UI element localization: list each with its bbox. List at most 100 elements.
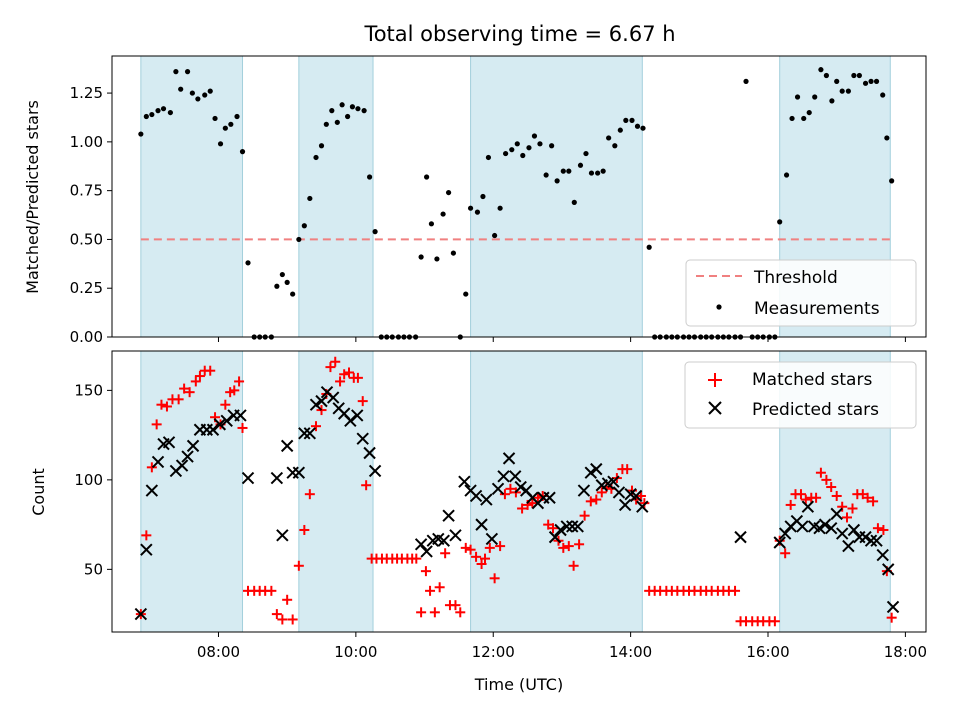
matched-star-point: [277, 614, 288, 625]
predicted-star-point: [458, 475, 471, 488]
matched-star-point: [325, 362, 336, 373]
matched-star-point: [785, 499, 796, 510]
measurement-point: [509, 147, 515, 153]
predicted-star-point: [241, 471, 255, 485]
predicted-star-point: [270, 471, 284, 485]
measurement-point: [612, 143, 618, 149]
matched-star-point: [190, 376, 201, 387]
predicted-star-point: [554, 523, 567, 537]
matched-star-point: [730, 585, 741, 596]
bottom-legend: Matched stars Predicted stars: [684, 361, 917, 429]
predicted-star-point: [847, 523, 861, 537]
predicted-star-point: [420, 545, 433, 558]
figure-title: Total observing time = 6.67 h: [363, 22, 675, 46]
matched-star-point: [465, 544, 476, 555]
bottom-shaded-interval: [298, 350, 374, 633]
measurement-point: [503, 150, 509, 157]
measurement-point: [474, 209, 481, 215]
predicted-star-point: [140, 543, 153, 556]
matched-star-point: [563, 541, 574, 552]
measurement-point: [801, 115, 807, 122]
predicted-star-point: [220, 414, 233, 428]
predicted-star-point: [181, 450, 194, 463]
measurement-point: [189, 90, 195, 96]
predicted-star-point: [326, 391, 340, 404]
matched-star-point: [862, 492, 873, 503]
measurement-point: [485, 154, 492, 161]
measurement-point: [424, 174, 430, 180]
matched-star-point: [585, 496, 596, 507]
measurement-point: [571, 199, 577, 205]
predicted-star-point: [886, 600, 900, 614]
predicted-star-point: [276, 529, 289, 542]
matched-star-point: [579, 510, 590, 521]
x-tick-label: 18:00: [884, 643, 927, 661]
measurement-point: [862, 80, 869, 86]
predicted-star-point: [368, 464, 382, 478]
matched-star-point: [330, 356, 341, 367]
predicted-star-point: [303, 427, 317, 440]
bottom-y-ticks: 50 100 150: [74, 381, 112, 578]
top-x-ticks: [217, 337, 906, 342]
matched-star-point: [548, 523, 559, 534]
top-panel: 0.00 0.25 0.50 0.75 1.00 1.25 Matched/Predict…: [23, 55, 927, 346]
predicted-star-point: [442, 509, 455, 522]
measurement-point: [634, 123, 641, 129]
bottom-axes-frame: [111, 350, 927, 633]
predicted-star-point: [818, 518, 832, 531]
predicted-star-point: [778, 527, 792, 540]
measurement-point: [160, 106, 167, 112]
measurement-point: [823, 72, 829, 79]
predicted-star-point: [437, 534, 450, 547]
legend-threshold-label: Threshold: [753, 268, 838, 288]
bottom-y-tick-label: 50: [84, 560, 103, 578]
measurement-point: [195, 96, 201, 102]
measurement-point: [884, 135, 890, 141]
predicted-star-point: [344, 414, 357, 428]
predicted-star-point: [813, 521, 826, 535]
matched-star-point: [460, 542, 471, 553]
predicted-star-point: [876, 548, 889, 562]
matched-star-point: [596, 487, 607, 498]
measurement-point: [531, 133, 538, 139]
x-axis-label: Time (UTC): [474, 675, 563, 694]
matched-star-point: [161, 401, 172, 412]
predicted-star-point: [590, 462, 603, 476]
measurement-point: [334, 119, 340, 125]
predicted-star-point: [629, 489, 643, 503]
predicted-star-point: [134, 607, 148, 621]
measurement-point: [617, 127, 623, 133]
top-y-tick-label: 0.75: [70, 182, 103, 200]
matched-star-point: [568, 560, 579, 571]
legend-predicted-label: Predicted stars: [752, 400, 879, 420]
predicted-star-point: [607, 475, 620, 488]
measurement-point: [583, 150, 589, 157]
matched-star-point: [151, 419, 162, 430]
predicted-star-point: [356, 432, 369, 445]
predicted-star-point: [773, 536, 786, 549]
matched-star-point: [229, 385, 240, 396]
measurement-point: [245, 260, 251, 266]
measurement-point: [743, 78, 749, 84]
predicted-star-point: [206, 423, 220, 436]
matched-star-point: [872, 523, 883, 534]
predicted-star-point: [298, 427, 311, 440]
measurement-point: [606, 135, 612, 141]
predicted-star-point: [796, 520, 809, 533]
matched-star-point: [179, 383, 190, 394]
legend-matched-swatch: [708, 373, 722, 387]
measurement-point: [588, 170, 595, 176]
measurement-point: [349, 104, 356, 110]
matched-star-point: [815, 467, 826, 478]
top-y-tick-label: 0.00: [70, 328, 103, 346]
matched-star-point: [532, 492, 543, 503]
measurement-point: [345, 113, 351, 120]
matched-star-point: [505, 483, 516, 494]
measurement-point: [526, 145, 532, 151]
predicted-star-point: [870, 534, 883, 547]
measurement-point: [543, 172, 549, 178]
bottom-shaded-interval: [140, 350, 244, 633]
measurement-point: [514, 141, 520, 147]
predicted-star-point: [186, 439, 200, 453]
